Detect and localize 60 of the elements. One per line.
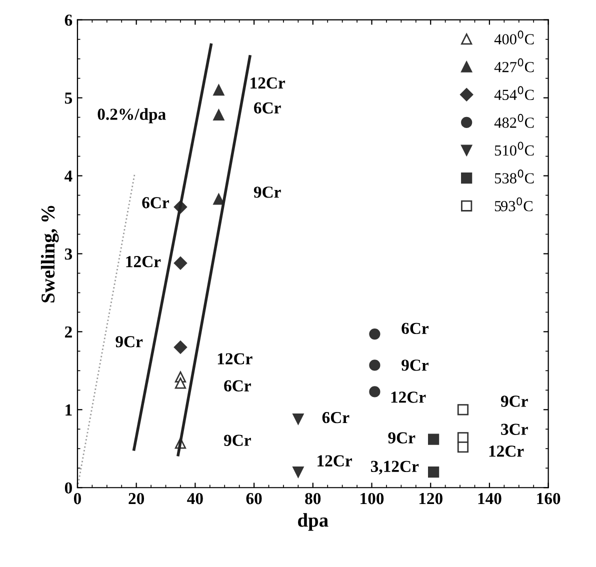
legend-label: 538$^{0}$C — [494, 170, 534, 184]
legend-label: 454$^{0}$C — [494, 86, 534, 100]
y-tick-label: 1 — [66, 404, 72, 416]
annotation: 12Cr — [391, 392, 426, 403]
point — [428, 434, 440, 445]
point — [457, 404, 469, 416]
point — [174, 378, 186, 389]
annotation: 12Cr — [318, 455, 352, 466]
x-tick-label: 40 — [187, 492, 203, 504]
y-tick-label: 0 — [64, 482, 72, 494]
point — [292, 466, 304, 478]
x-axis-title: dpa — [298, 513, 328, 531]
y-axis-title: Swelling, % — [40, 206, 59, 302]
annotation: 9Cr — [116, 336, 143, 348]
point — [369, 386, 380, 398]
annotation: 6Cr — [224, 380, 251, 392]
x-tick-label: 140 — [478, 492, 502, 504]
point — [213, 194, 224, 205]
y-tick-label: 6 — [64, 14, 72, 26]
annotation: 9Cr — [224, 434, 251, 446]
annotation: 9Cr — [500, 396, 528, 407]
annotation: 6Cr — [142, 197, 169, 208]
x-tick-label: 60 — [246, 492, 262, 504]
annotation: 9Cr — [388, 432, 416, 444]
annotation: 6Cr — [322, 412, 350, 424]
annotation: 6Cr — [254, 102, 281, 114]
x-tick-label: 160 — [537, 492, 560, 504]
y-tick-label: 4 — [64, 170, 72, 182]
annotation: 0.2%/dpa — [98, 108, 166, 124]
legend-label: 400$^{0}$C — [494, 30, 534, 44]
point — [213, 84, 224, 96]
y-tick-label: 5 — [64, 92, 72, 104]
annotation: 9Cr — [402, 360, 428, 371]
annotation: 3,12Cr — [370, 460, 419, 474]
x-tick-label: 20 — [128, 492, 144, 504]
y-tick-label: 3 — [64, 248, 72, 260]
legend-label: 593$^{0}$C — [494, 197, 532, 212]
point — [174, 340, 188, 354]
point — [428, 466, 440, 478]
point — [292, 413, 304, 425]
annotation: 12Cr — [218, 353, 252, 364]
annotation: 12Cr — [489, 446, 524, 457]
annotation: 6Cr — [402, 322, 428, 334]
annotation: 3Cr — [501, 424, 528, 435]
point — [174, 256, 188, 270]
point — [369, 328, 380, 340]
point — [369, 360, 380, 371]
x-tick-label: 80 — [305, 492, 321, 504]
legend-label: 510$^{0}$C — [494, 142, 534, 156]
y-tick-label: 2 — [64, 326, 72, 338]
legend-label: 482$^{0}$C — [494, 114, 534, 128]
x-tick-label: 120 — [419, 492, 442, 504]
x-tick-label: 100 — [360, 492, 384, 504]
annotation: 9Cr — [254, 186, 281, 198]
annotation: 12Cr — [250, 77, 286, 89]
point — [213, 109, 224, 121]
annotation: 12Cr — [126, 256, 161, 268]
point — [457, 442, 469, 453]
legend-label: 427$^{0}$C — [494, 58, 534, 72]
x-tick-label: 0 — [74, 492, 82, 504]
